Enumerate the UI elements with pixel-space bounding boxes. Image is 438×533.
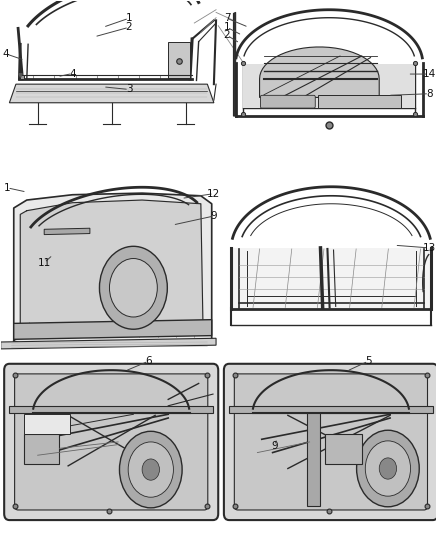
Circle shape bbox=[379, 458, 397, 479]
Text: 9: 9 bbox=[211, 211, 217, 221]
Polygon shape bbox=[1, 338, 216, 349]
Text: 2: 2 bbox=[224, 30, 230, 41]
Text: 11: 11 bbox=[38, 258, 51, 268]
Polygon shape bbox=[14, 320, 212, 340]
Text: 8: 8 bbox=[426, 88, 433, 99]
Circle shape bbox=[120, 431, 182, 508]
Polygon shape bbox=[168, 42, 190, 78]
Circle shape bbox=[99, 246, 167, 329]
Polygon shape bbox=[9, 406, 213, 413]
Polygon shape bbox=[325, 434, 362, 464]
Text: 1: 1 bbox=[224, 22, 230, 33]
Polygon shape bbox=[24, 434, 60, 464]
Text: 3: 3 bbox=[126, 84, 132, 94]
Polygon shape bbox=[231, 248, 431, 309]
Circle shape bbox=[110, 259, 157, 317]
Text: 4: 4 bbox=[69, 69, 76, 78]
Circle shape bbox=[142, 459, 159, 480]
Polygon shape bbox=[44, 228, 90, 235]
Polygon shape bbox=[260, 47, 379, 98]
Text: 1: 1 bbox=[126, 13, 132, 23]
Text: 6: 6 bbox=[145, 356, 152, 366]
Text: 14: 14 bbox=[423, 69, 436, 79]
Text: 9: 9 bbox=[272, 441, 278, 451]
FancyBboxPatch shape bbox=[4, 364, 218, 520]
Text: 13: 13 bbox=[423, 243, 436, 253]
Text: 12: 12 bbox=[207, 189, 220, 199]
FancyBboxPatch shape bbox=[224, 364, 438, 520]
Text: 5: 5 bbox=[365, 356, 372, 366]
Polygon shape bbox=[9, 84, 214, 103]
Polygon shape bbox=[307, 413, 321, 506]
FancyBboxPatch shape bbox=[14, 374, 208, 510]
Text: 7: 7 bbox=[224, 13, 230, 23]
Text: 2: 2 bbox=[126, 22, 132, 33]
Circle shape bbox=[365, 441, 410, 496]
Polygon shape bbox=[24, 414, 71, 434]
Circle shape bbox=[357, 430, 419, 507]
Polygon shape bbox=[14, 193, 212, 346]
Circle shape bbox=[128, 442, 173, 497]
FancyBboxPatch shape bbox=[261, 95, 315, 108]
Polygon shape bbox=[318, 95, 401, 108]
Polygon shape bbox=[20, 200, 203, 336]
FancyBboxPatch shape bbox=[234, 374, 427, 510]
Polygon shape bbox=[229, 406, 433, 413]
Polygon shape bbox=[244, 64, 415, 108]
Polygon shape bbox=[233, 12, 236, 116]
Text: 1: 1 bbox=[4, 183, 11, 193]
Text: 4: 4 bbox=[3, 49, 9, 59]
